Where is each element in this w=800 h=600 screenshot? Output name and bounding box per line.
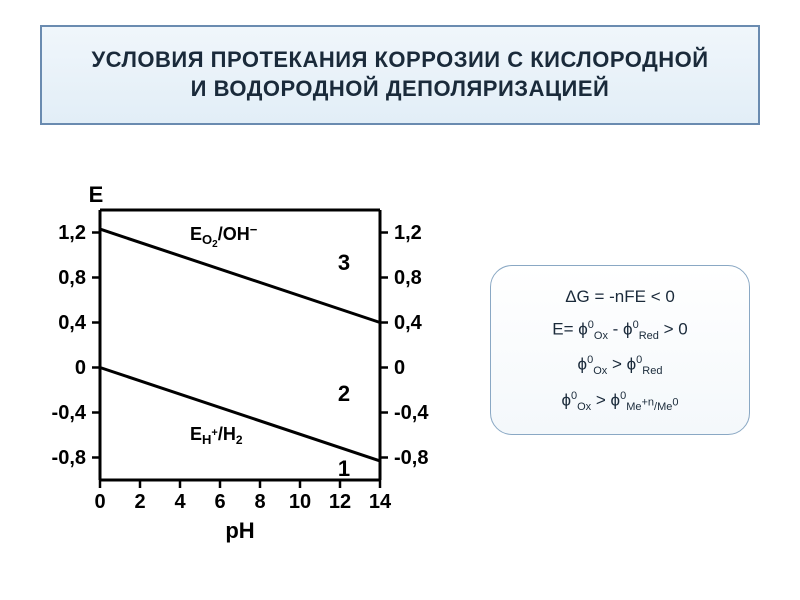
xtick-0: 0 — [94, 491, 105, 513]
ytick-r-5: -0,8 — [394, 447, 428, 469]
ytick-r-4: -0,4 — [394, 402, 429, 424]
line-label-o2: EO2/OH− — [190, 222, 258, 250]
formula-3: ϕ0Ox > ϕ0Red — [578, 354, 663, 377]
slide-title: УСЛОВИЯ ПРОТЕКАНИЯ КОРРОЗИИ С КИСЛОРОДНО… — [82, 46, 718, 103]
ytick-l-4: -0,4 — [52, 402, 87, 424]
xtick-10: 10 — [289, 491, 311, 513]
xtick-6: 6 — [214, 491, 225, 513]
ytick-r-2: 0,4 — [394, 312, 423, 334]
region-2: 2 — [338, 381, 350, 406]
x-axis-label: pH — [225, 518, 254, 543]
ytick-r-1: 0,8 — [394, 267, 422, 289]
pourbaix-chart: 0 2 4 6 8 10 12 14 1,2 0,8 0,4 0 -0,4 -0… — [30, 180, 430, 550]
y-axis-label: E — [89, 182, 104, 207]
ytick-r-3: 0 — [394, 357, 405, 379]
ytick-l-2: 0,4 — [58, 312, 87, 334]
formula-box: ΔG = -nFE < 0 E= ϕ0Ox - ϕ0Red > 0 ϕ0Ox >… — [490, 265, 750, 435]
xtick-4: 4 — [174, 491, 186, 513]
xtick-14: 14 — [369, 491, 392, 513]
region-3: 3 — [338, 250, 350, 275]
slide-title-box: УСЛОВИЯ ПРОТЕКАНИЯ КОРРОЗИИ С КИСЛОРОДНО… — [40, 25, 760, 125]
ytick-l-3: 0 — [75, 357, 86, 379]
formula-4: ϕ0Ox > ϕ0Me+n/Me0 — [561, 390, 678, 413]
ytick-r-0: 1,2 — [394, 222, 422, 244]
xtick-8: 8 — [254, 491, 265, 513]
chart-svg: 0 2 4 6 8 10 12 14 1,2 0,8 0,4 0 -0,4 -0… — [30, 180, 430, 550]
formula-2: E= ϕ0Ox - ϕ0Red > 0 — [552, 319, 688, 342]
ytick-l-1: 0,8 — [58, 267, 86, 289]
formula-1: ΔG = -nFE < 0 — [565, 287, 675, 307]
xtick-2: 2 — [134, 491, 145, 513]
region-1: 1 — [338, 456, 350, 481]
line-label-h2: EH+/H2 — [190, 424, 243, 447]
ytick-l-0: 1,2 — [58, 222, 86, 244]
xtick-12: 12 — [329, 491, 351, 513]
ytick-l-5: -0,8 — [52, 447, 86, 469]
